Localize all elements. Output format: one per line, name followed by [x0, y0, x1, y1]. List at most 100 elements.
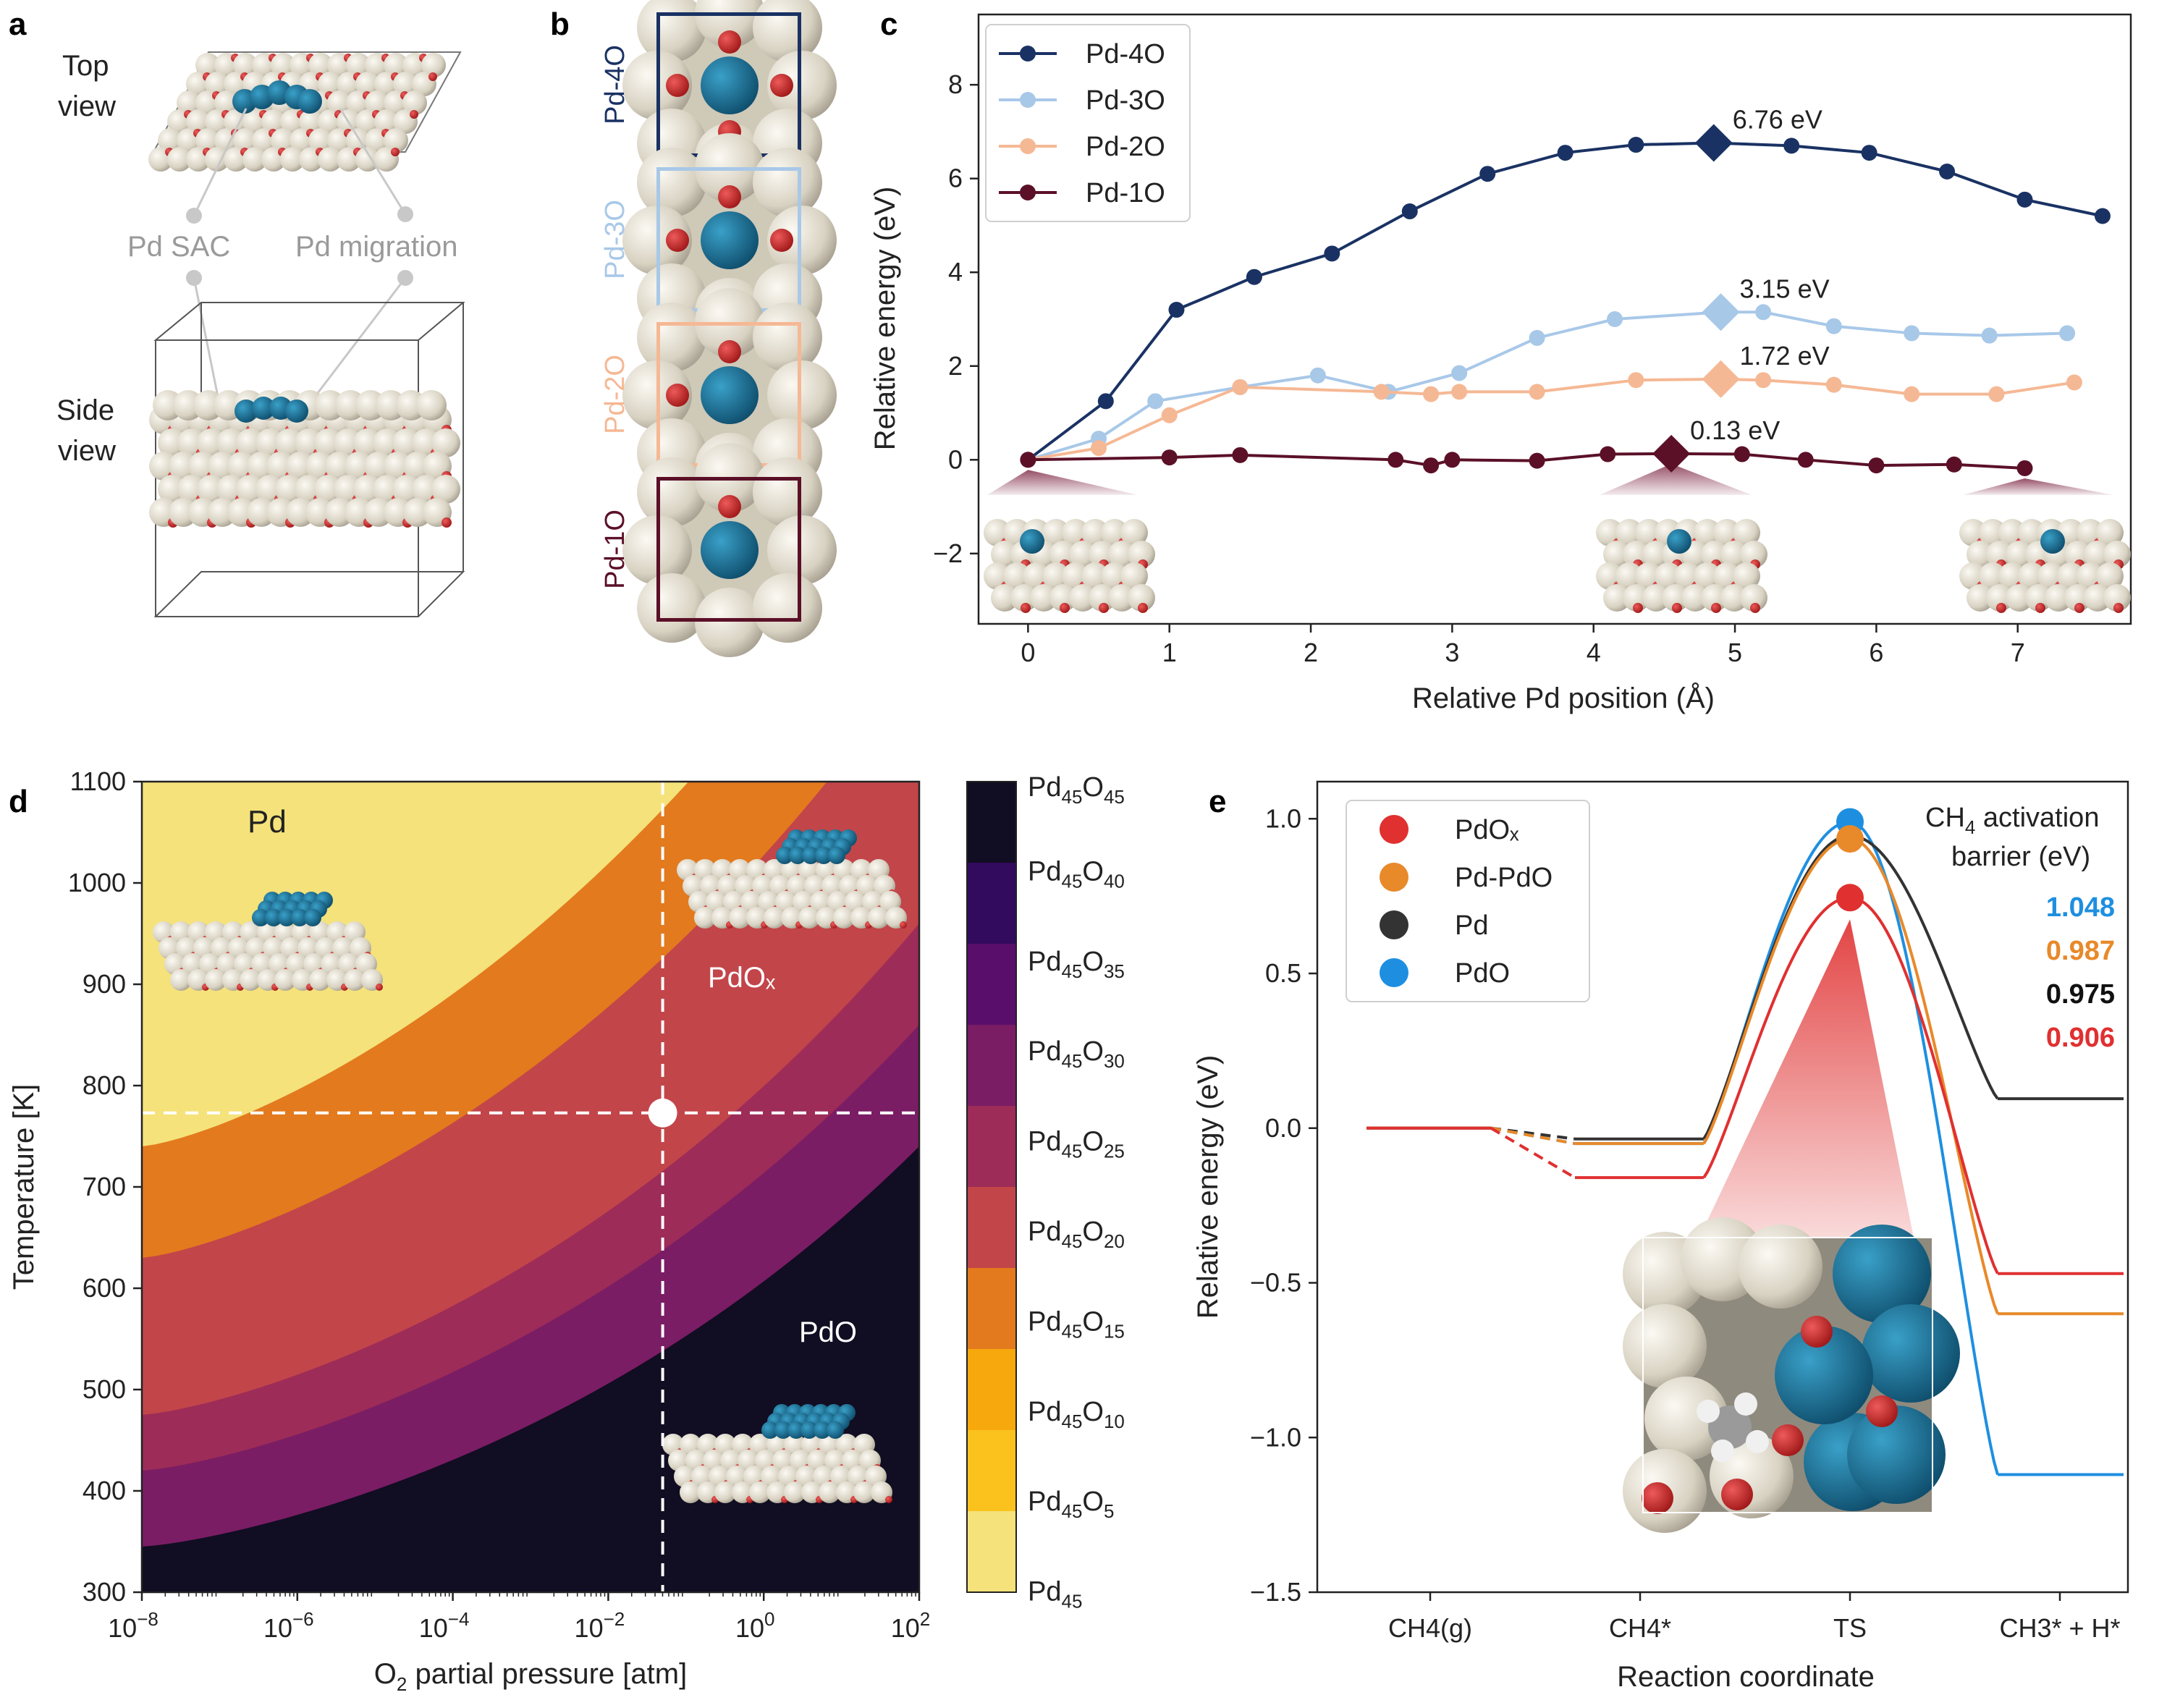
- ts-surface-atom: [1644, 1377, 1728, 1460]
- c-inset-atom: [1694, 562, 1721, 590]
- barrier-value: 0.987: [2046, 936, 2115, 966]
- top-slab-atom: [242, 147, 267, 172]
- d-ytick-label: 400: [83, 1476, 126, 1505]
- tile-oxygen: [666, 384, 689, 407]
- d-slab-atom: [205, 969, 227, 991]
- side-pd-atom: [235, 399, 258, 423]
- panel-e-frame: [1316, 780, 2129, 1594]
- c-max-label: 1.72 eV: [1740, 341, 1830, 371]
- c-inset-pd-atom: [1020, 529, 1044, 554]
- c-data-point: [1755, 304, 1772, 321]
- tile-surface-atom: [637, 573, 706, 643]
- d-pd-atom: [776, 847, 793, 864]
- top-slab-atom: [308, 128, 333, 153]
- c-legend-label: Pd-4O: [1086, 39, 1165, 69]
- c-data-point: [1309, 367, 1326, 384]
- c-inset-atom: [1003, 562, 1031, 590]
- c-data-point: [1755, 372, 1772, 389]
- colorbar-label: Pd45O30: [1028, 1036, 1125, 1072]
- c-data-point: [1825, 318, 1842, 334]
- inset-pdo-cluster: [662, 1404, 892, 1503]
- c-xtick-label: 1: [1162, 638, 1177, 667]
- inset-pd-cluster: [153, 892, 383, 991]
- c-legend-marker: [1020, 92, 1036, 108]
- top-slab-atom: [205, 72, 229, 96]
- colorbar-segment: [967, 1430, 1016, 1512]
- e-ytick-label: −1.0: [1250, 1422, 1301, 1452]
- c-inset-atom: [2064, 584, 2092, 612]
- panel-c-ticks: 0 1 2 3 4 5 6 7 −2 0 2 4 6 8: [933, 69, 2025, 667]
- colorbar-label: Pd45O35: [1028, 947, 1125, 982]
- c-inset-atom: [1967, 584, 1994, 612]
- c-max-label: 6.76 eV: [1733, 104, 1822, 134]
- top-slab-atom: [355, 72, 380, 96]
- d-slab-atom: [714, 1481, 736, 1503]
- connector-lines: [193, 108, 407, 412]
- panel-c-chart: 0 1 2 3 4 5 6 7 −2 0 2 4 6 8 6.76 eV 3.15 eV 1.72 eV 0.1…: [869, 13, 2132, 714]
- c-series-line: [1028, 452, 2025, 470]
- c-inset-atom: [1720, 541, 1748, 568]
- c-inset-atom: [1733, 519, 1760, 546]
- tile-oxygen: [666, 74, 689, 97]
- c-data-point: [1529, 329, 1545, 346]
- panel-a: Top view Side view Pd SAC Pd migration: [56, 50, 465, 617]
- d-xtick-label: 102: [891, 1608, 931, 1643]
- c-inset-atom: [1623, 584, 1650, 612]
- e-dashed-connector: [1490, 1126, 1576, 1146]
- d-pd-atom: [802, 847, 819, 864]
- c-max-marker: [1652, 434, 1691, 473]
- side-slab-atom: [431, 428, 460, 457]
- e-ytick-label: −0.5: [1250, 1268, 1301, 1298]
- d-slab-oxygen: [376, 984, 383, 991]
- c-inset-atom: [2057, 562, 2084, 590]
- c-data-point: [1600, 446, 1616, 462]
- side-slab-atom: [431, 475, 460, 504]
- tile-label: Pd-1O: [600, 510, 630, 589]
- e-legend-marker: [1380, 815, 1408, 844]
- c-inset-atom: [1010, 584, 1038, 612]
- e-ytick-label: 0.0: [1265, 1113, 1301, 1143]
- c-position-cone: [987, 470, 1138, 495]
- c-legend-marker: [1020, 185, 1036, 200]
- c-inset-atom: [1615, 519, 1643, 546]
- c-inset-atom: [1681, 584, 1709, 612]
- c-inset-atom: [2096, 562, 2124, 590]
- c-data-point: [1451, 384, 1468, 400]
- c-ytick-label: 8: [948, 69, 963, 99]
- c-data-point: [1981, 327, 1998, 344]
- ts-structure-inset: [1623, 1217, 1960, 1533]
- top-slab-atom: [374, 109, 399, 134]
- c-data-point: [2059, 325, 2076, 342]
- c-xtick-label: 3: [1445, 638, 1459, 667]
- c-ytick-label: −2: [933, 538, 963, 568]
- c-inset-oxygen: [1996, 603, 2006, 613]
- c-ytick-label: 6: [948, 164, 963, 193]
- ts-carbon-atom: [1708, 1405, 1752, 1449]
- e-xtick-label: CH3* + H*: [1999, 1613, 2120, 1643]
- c-inset-atom: [1701, 584, 1728, 612]
- colorbar-segment: [967, 1349, 1016, 1431]
- d-slab-atom: [680, 1481, 701, 1503]
- panel-e-cone: [1672, 919, 1925, 1295]
- d-slab-atom: [309, 969, 331, 991]
- panel-c-series: 6.76 eV 3.15 eV 1.72 eV 0.13 eV: [1020, 104, 2111, 476]
- pd-sac-label: Pd SAC: [127, 231, 230, 263]
- d-slab-atom: [819, 1481, 840, 1503]
- top-slab-atom: [271, 128, 295, 153]
- c-data-point: [1529, 384, 1545, 400]
- c-max-marker: [1694, 124, 1733, 162]
- sac-dot-top: [186, 208, 202, 224]
- ts-marker: [1836, 884, 1864, 912]
- inset-pdox-cluster: [677, 829, 907, 929]
- e-ytick-label: 0.5: [1265, 958, 1301, 988]
- c-data-point: [1246, 269, 1262, 285]
- c-inset-atom: [2045, 584, 2072, 612]
- d-slab-atom: [344, 969, 366, 991]
- c-xtick-label: 7: [2011, 638, 2025, 667]
- colorbar-segment: [967, 1106, 1016, 1188]
- ts-markers: [1836, 808, 1864, 912]
- tile-surface-atom: [753, 457, 822, 527]
- c-inset-atom: [2064, 541, 2092, 568]
- c-data-point: [2066, 374, 2082, 391]
